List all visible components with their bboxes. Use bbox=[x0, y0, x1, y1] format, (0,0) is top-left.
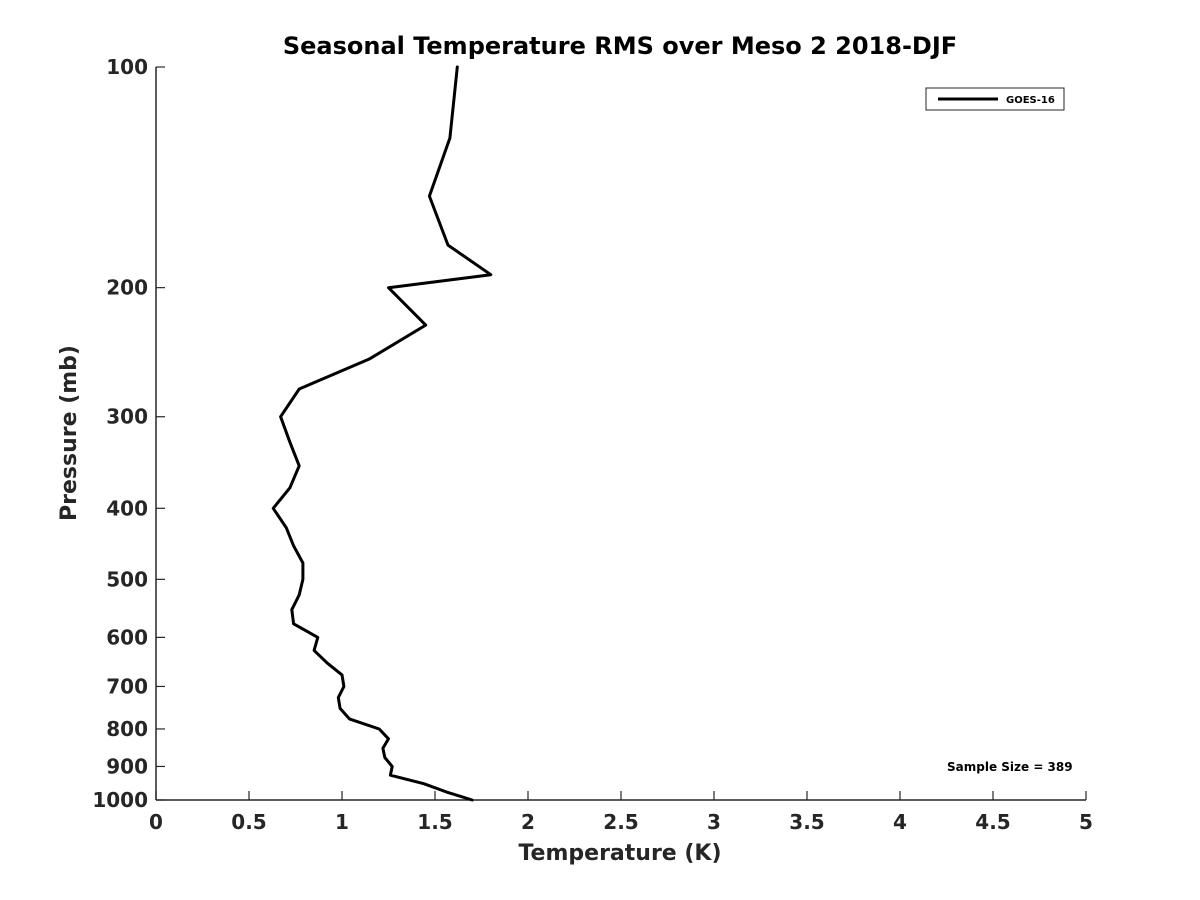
x-tick-label: 4.5 bbox=[975, 810, 1010, 834]
x-tick-label: 1.5 bbox=[417, 810, 452, 834]
y-tick-label: 100 bbox=[106, 55, 148, 79]
y-tick-label: 800 bbox=[106, 717, 148, 741]
y-tick-label: 600 bbox=[106, 625, 148, 649]
y-tick-label: 500 bbox=[106, 567, 148, 591]
x-tick-label: 4 bbox=[893, 810, 907, 834]
legend: GOES-16 bbox=[925, 87, 1065, 111]
y-tick-label: 400 bbox=[106, 496, 148, 520]
x-tick-label: 3.5 bbox=[789, 810, 824, 834]
y-ticks: 100 200 300 400 500 600 700 800 900 1000 bbox=[92, 55, 165, 812]
y-tick-label: 700 bbox=[106, 674, 148, 698]
y-tick-label: 300 bbox=[106, 405, 148, 429]
x-tick-label: 0 bbox=[149, 810, 163, 834]
sample-size-annotation: Sample Size = 389 bbox=[947, 760, 1073, 774]
y-tick-label: 200 bbox=[106, 276, 148, 300]
y-tick-label: 1000 bbox=[92, 788, 148, 812]
plot-area bbox=[155, 67, 1086, 801]
y-tick-label: 900 bbox=[106, 754, 148, 778]
chart-title: Seasonal Temperature RMS over Meso 2 201… bbox=[283, 32, 957, 60]
series-layer bbox=[271, 65, 493, 802]
x-tick-label: 3 bbox=[707, 810, 721, 834]
x-tick-label: 2.5 bbox=[603, 810, 638, 834]
x-ticks: 0 0.5 1 1.5 2 2.5 3 3.5 4 4.5 5 bbox=[149, 791, 1093, 834]
x-tick-label: 5 bbox=[1079, 810, 1093, 834]
x-tick-label: 2 bbox=[521, 810, 535, 834]
x-axis-label: Temperature (K) bbox=[518, 841, 721, 866]
y-axis-label: Pressure (mb) bbox=[57, 345, 82, 521]
x-tick-label: 0.5 bbox=[231, 810, 266, 834]
legend-label: GOES-16 bbox=[1006, 95, 1055, 106]
x-tick-label: 1 bbox=[335, 810, 349, 834]
series-line-goes-16 bbox=[271, 65, 493, 802]
